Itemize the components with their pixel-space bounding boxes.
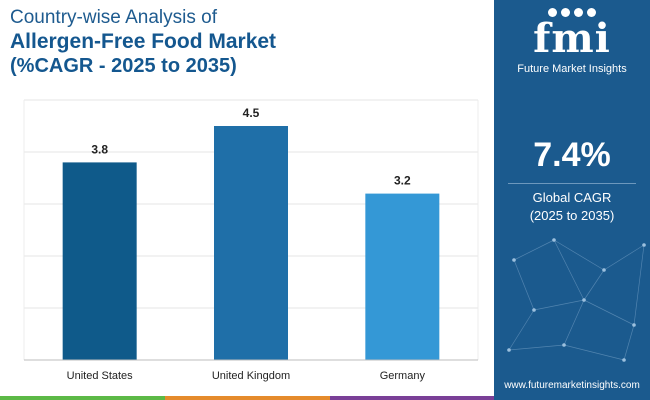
- side-panel: fmi Future Market Insights 7.4% Global C…: [494, 0, 650, 400]
- title-line-2: Allergen-Free Food Market: [10, 30, 277, 53]
- title-line-1: Country-wise Analysis of: [10, 7, 217, 28]
- strip-segment-purple: [330, 396, 494, 400]
- logo-dot-icon: [574, 8, 583, 17]
- strip-segment-orange: [165, 396, 330, 400]
- website-link[interactable]: www.futuremarketinsights.com: [504, 380, 640, 391]
- bar-germany: [365, 193, 440, 360]
- bar-united-states: [62, 162, 137, 360]
- x-tick-label: United States: [67, 370, 134, 382]
- kpi-divider: [508, 183, 636, 184]
- logo-dot-icon: [561, 8, 570, 17]
- title-line-3: (%CAGR - 2025 to 2035): [10, 55, 237, 77]
- logo-dot-icon: [548, 8, 557, 17]
- strip-segment-green: [0, 396, 165, 400]
- global-cagr-period: (2025 to 2035): [529, 208, 615, 223]
- fmi-logo: fmi Future Market Insights: [494, 8, 650, 75]
- logo-mark: fmi: [533, 15, 611, 62]
- x-tick-label: United Kingdom: [212, 370, 290, 382]
- bar-united-kingdom: [214, 126, 288, 360]
- logo-text: Future Market Insights: [517, 63, 627, 75]
- global-cagr-label: Global CAGR: [532, 190, 612, 205]
- logo-icons: [494, 8, 650, 17]
- logo-dot-icon: [587, 8, 596, 17]
- network-graphic: [507, 238, 646, 362]
- data-label: 3.2: [394, 174, 411, 188]
- x-tick-label: Germany: [380, 370, 426, 382]
- data-label: 4.5: [243, 106, 260, 120]
- data-label: 3.8: [91, 142, 108, 156]
- bar-chart: 3.8 United States 4.5 United Kingdom 3.2 Germ…: [23, 99, 479, 382]
- global-cagr-value: 7.4%: [533, 136, 611, 174]
- chart-title: Country-wise Analysis of Allergen-Free F…: [10, 6, 480, 78]
